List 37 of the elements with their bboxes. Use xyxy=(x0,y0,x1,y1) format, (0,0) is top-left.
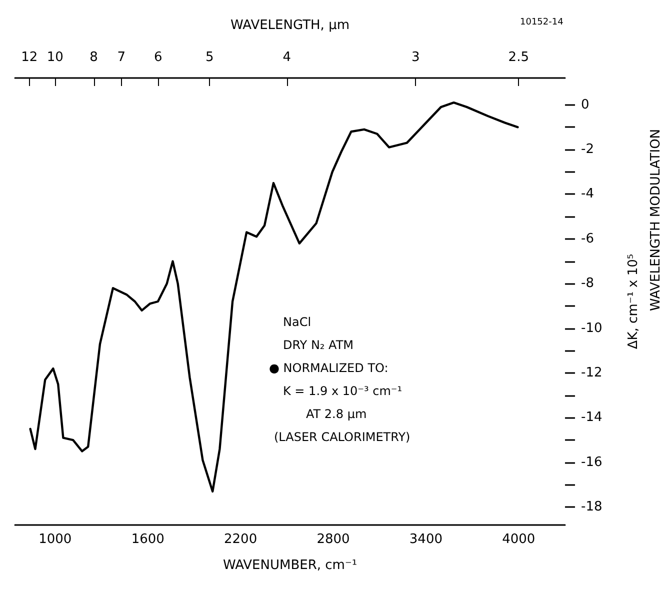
text: WAVELENGTH MODULATION xyxy=(648,128,664,312)
x-axis-title: WAVENUMBER, cm⁻¹ xyxy=(222,558,358,573)
text: 12 xyxy=(21,50,38,65)
x-tick-label: 4000 xyxy=(502,532,536,547)
annotation: ● NORMALIZED TO: xyxy=(269,361,388,375)
x-tick-label: 1000 xyxy=(38,532,72,547)
text: 8 xyxy=(90,50,98,65)
text: 3 xyxy=(412,50,420,65)
annotation: K = 1.9 x 10⁻³ cm⁻¹ xyxy=(283,384,402,398)
y-tick-label: -10 xyxy=(581,320,602,336)
y-tick-label: -14 xyxy=(581,410,602,426)
annotation: AT 2.8 µm xyxy=(306,407,367,421)
annotation: DRY N₂ ATM xyxy=(283,338,354,352)
x2-axis-title: WAVELENGTH, µm xyxy=(230,18,350,33)
annotation: NaCl xyxy=(283,315,312,329)
y-axis-title: ΔK, cm⁻¹ x 10⁵ xyxy=(626,254,641,350)
text: 2.5 xyxy=(508,50,529,65)
y-tick-label: -4 xyxy=(581,186,594,202)
y-tick-label: -16 xyxy=(581,454,602,470)
y-tick-label: -2 xyxy=(581,142,594,158)
text: 5 xyxy=(206,50,214,65)
x-tick-label: 3400 xyxy=(409,532,442,547)
y-tick-label: -18 xyxy=(581,500,602,515)
x-tick-label: 1600 xyxy=(131,532,164,547)
annotation: (LASER CALORIMETRY) xyxy=(274,430,410,444)
text: 10152-14 xyxy=(520,18,564,28)
text: 10 xyxy=(46,50,64,65)
text: 4 xyxy=(282,50,292,65)
x-tick-label: 2200 xyxy=(224,532,258,547)
y-tick-label: 0 xyxy=(581,97,590,112)
line-series xyxy=(29,101,519,493)
y-tick-label: -8 xyxy=(581,276,594,292)
y-tick-label: -12 xyxy=(581,366,602,381)
x-tick-label: 2800 xyxy=(316,532,350,547)
text: 6 xyxy=(154,50,162,65)
y-tick-label: -6 xyxy=(581,231,594,246)
text: 7 xyxy=(117,50,126,65)
